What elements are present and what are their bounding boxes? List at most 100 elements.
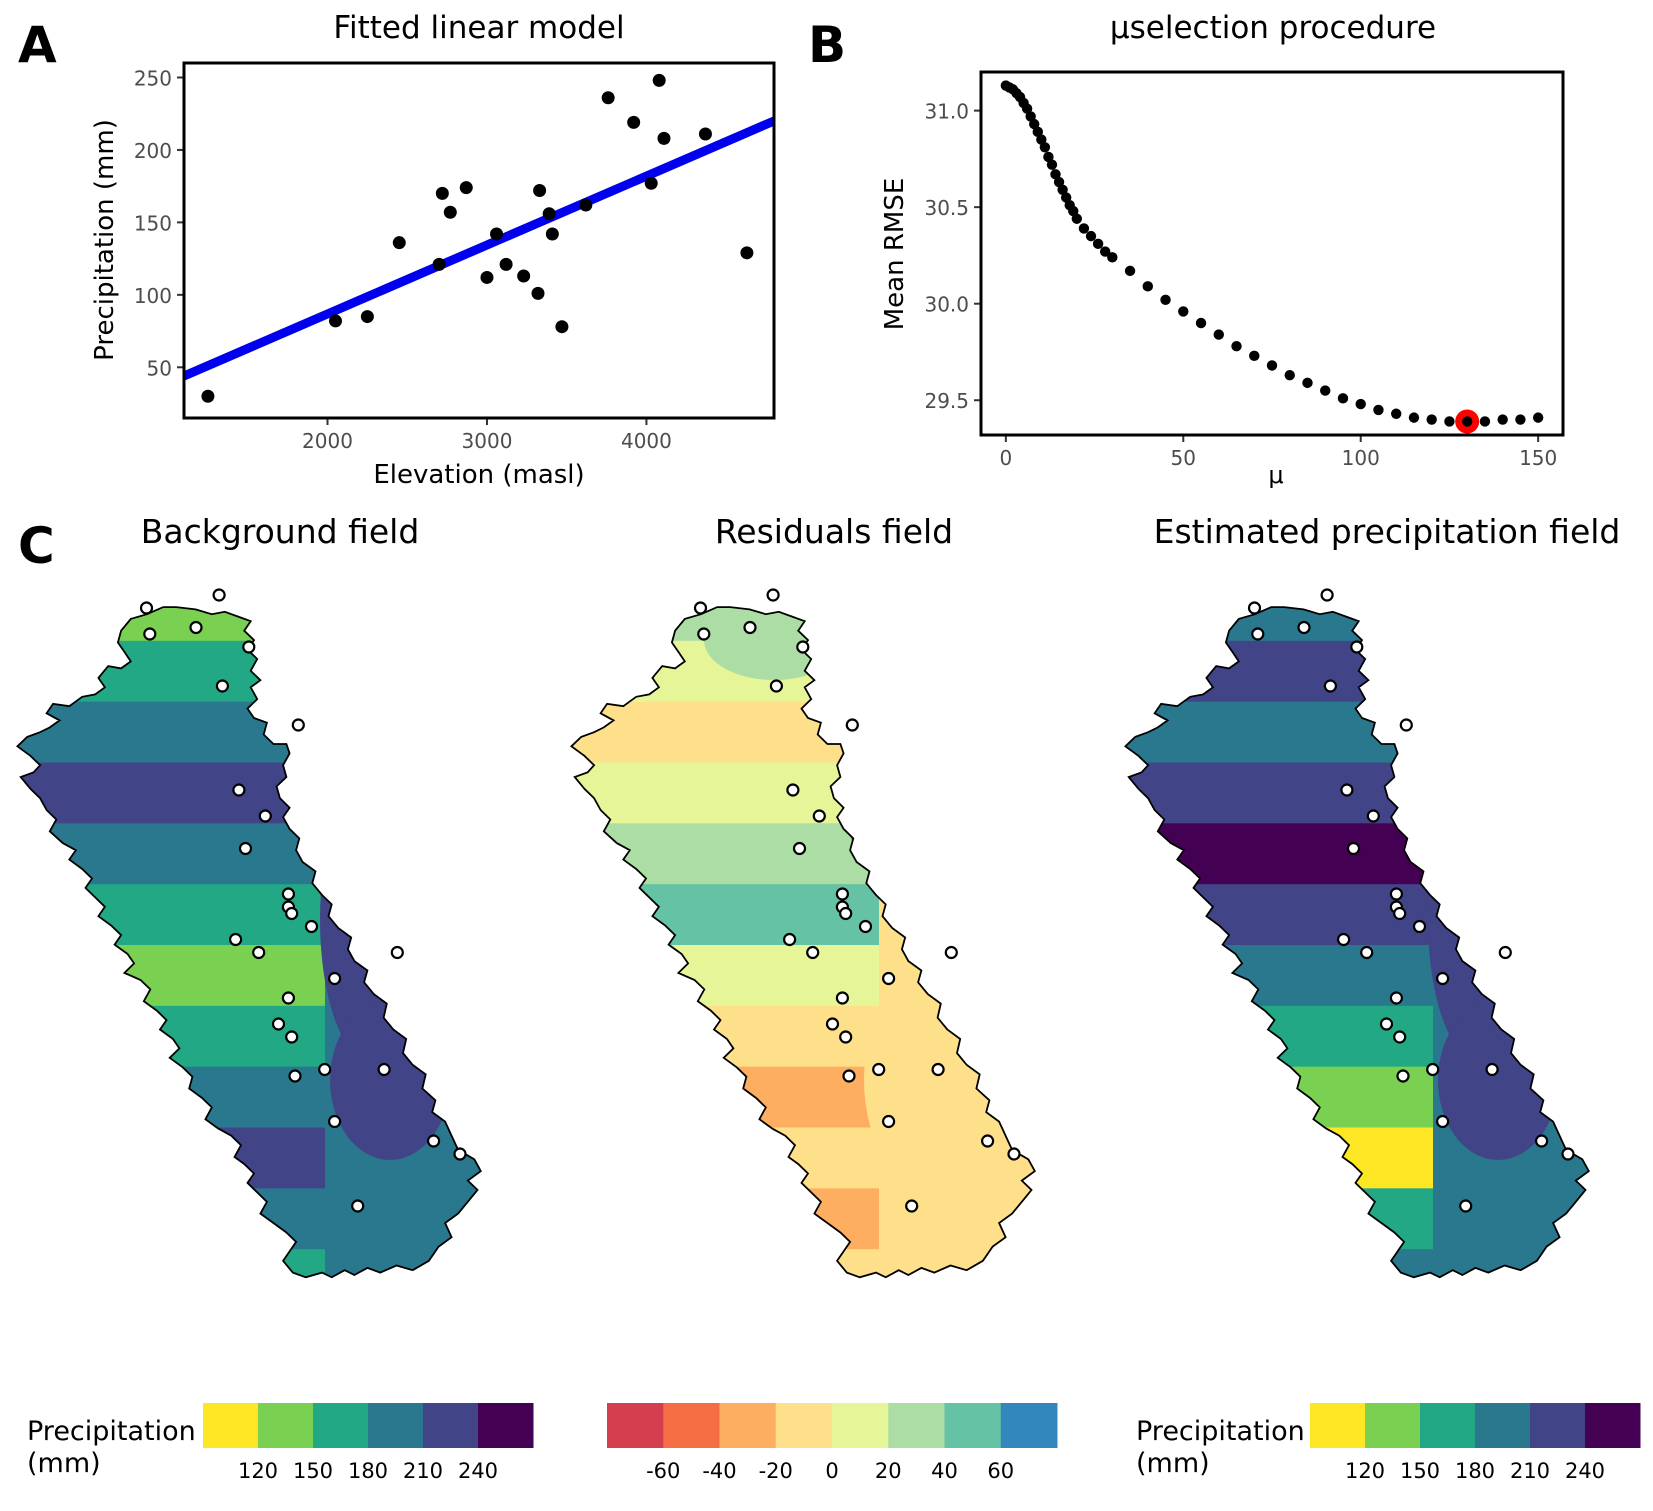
station-marker <box>1389 887 1404 901</box>
chart-a-frame <box>182 61 776 420</box>
map-band <box>1125 1066 1433 1129</box>
chart-a-title: Fitted linear model <box>333 10 624 46</box>
map-band <box>1125 884 1433 946</box>
legend-swatch <box>258 1403 314 1448</box>
data-point <box>1391 408 1402 419</box>
data-point <box>480 270 494 284</box>
x-tick-label: 4000 <box>621 429 672 453</box>
station-marker <box>769 679 784 693</box>
legend-swatch <box>313 1403 369 1448</box>
station-marker <box>1459 1199 1473 1213</box>
y-tick-label: 250 <box>134 66 172 90</box>
legend-swatch <box>663 1403 720 1448</box>
station-marker <box>806 945 820 960</box>
data-point <box>443 205 457 219</box>
station-marker <box>835 991 850 1005</box>
station-marker <box>285 1030 299 1044</box>
data-point <box>1032 126 1043 138</box>
data-point <box>1142 281 1153 292</box>
station-marker <box>281 991 295 1005</box>
map-band <box>1125 701 1433 764</box>
map-band <box>17 1127 325 1190</box>
map-band <box>17 1005 325 1068</box>
station-marker <box>318 1062 332 1077</box>
station-marker <box>980 1134 995 1148</box>
legend-swatch <box>832 1403 889 1448</box>
data-point <box>1320 385 1331 396</box>
data-point <box>1107 252 1118 263</box>
station-marker <box>1399 718 1413 732</box>
data-point <box>1050 169 1061 180</box>
chart-a-points <box>201 73 754 403</box>
y-tick-label: 30.0 <box>924 293 969 317</box>
station-marker <box>1393 1030 1407 1044</box>
map-band <box>1125 1127 1433 1190</box>
panel-b: μselection procedure Mean RMSE μ 29.5 30.… <box>880 10 1565 489</box>
chart-a-fit-line <box>184 116 774 381</box>
legend-swatch <box>423 1403 479 1448</box>
data-point <box>1029 118 1040 130</box>
map-zone <box>864 960 1024 1200</box>
station-marker <box>1393 906 1407 921</box>
map-title-residuals: Residuals field <box>715 512 953 551</box>
legend-swatch <box>368 1403 424 1448</box>
legend-swatch <box>607 1403 664 1448</box>
station-marker <box>743 620 757 635</box>
map-title-estimated: Estimated precipitation field <box>1154 512 1621 551</box>
station-marker <box>1346 841 1361 856</box>
legend-label: 180 <box>348 1459 388 1483</box>
data-point <box>1461 416 1473 427</box>
station-marker <box>881 1114 896 1129</box>
station-marker <box>1336 932 1351 947</box>
legend-label: 180 <box>1455 1459 1495 1483</box>
map-band <box>17 762 325 825</box>
legend-label: 150 <box>1400 1459 1440 1483</box>
map-residuals-field <box>570 588 1036 1279</box>
legend-label: -40 <box>702 1459 736 1483</box>
data-point <box>1195 317 1207 329</box>
map-background-field <box>16 588 482 1279</box>
station-marker <box>304 919 319 934</box>
panel-b-tag: B <box>808 16 846 74</box>
station-marker <box>1366 809 1380 823</box>
legend-swatch <box>944 1403 1002 1448</box>
station-marker <box>839 1030 853 1044</box>
map-fill <box>1125 607 1589 1278</box>
station-marker <box>1323 679 1338 693</box>
legend-label: 20 <box>875 1459 902 1483</box>
data-point <box>1071 213 1083 224</box>
station-marker <box>252 945 266 960</box>
station-marker <box>377 1062 391 1077</box>
data-point <box>1100 246 1111 257</box>
data-point <box>1046 159 1058 170</box>
station-marker <box>905 1199 919 1213</box>
legend-swatch <box>1475 1403 1531 1448</box>
legend-label: 240 <box>1565 1459 1605 1483</box>
data-point <box>490 227 504 241</box>
station-marker <box>229 932 243 947</box>
station-marker <box>1534 1134 1549 1148</box>
station-marker <box>242 640 256 654</box>
station-marker <box>835 887 850 901</box>
station-marker <box>1379 1017 1394 1031</box>
legend-swatch <box>1000 1403 1058 1448</box>
data-point <box>531 286 545 300</box>
x-tick-label: 0 <box>999 446 1012 470</box>
station-marker <box>812 809 826 823</box>
station-marker <box>351 1199 365 1213</box>
legend-label: 120 <box>238 1459 278 1483</box>
data-point <box>1231 340 1242 352</box>
station-marker <box>931 1062 945 1077</box>
station-marker <box>212 588 226 602</box>
map-estimated-field <box>1124 588 1590 1279</box>
station-marker <box>1007 1147 1021 1161</box>
data-point <box>1092 238 1104 250</box>
station-marker <box>792 841 807 856</box>
legend-label: -60 <box>646 1459 680 1483</box>
map-band <box>17 884 325 946</box>
map-band <box>1125 607 1433 642</box>
legend-swatch <box>1585 1403 1641 1448</box>
legend-label: 240 <box>458 1459 498 1483</box>
chart-b-ylabel: Mean RMSE <box>880 178 910 331</box>
